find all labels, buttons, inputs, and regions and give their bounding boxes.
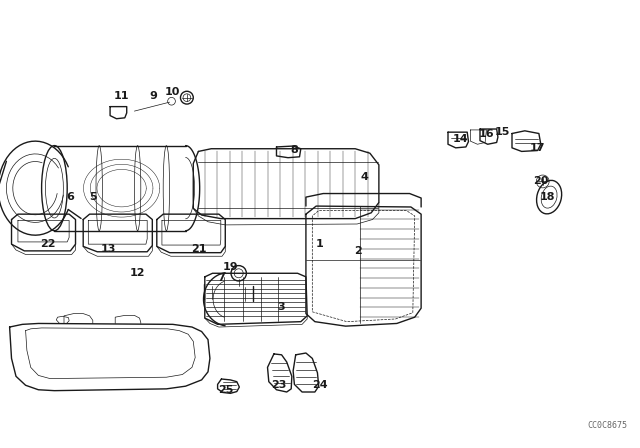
Text: 19: 19: [223, 262, 238, 271]
Text: 22: 22: [40, 239, 56, 249]
Text: 25: 25: [218, 385, 234, 395]
Text: 21: 21: [191, 244, 206, 254]
Text: 14: 14: [453, 134, 468, 144]
Text: 9: 9: [150, 91, 157, 101]
Text: 5: 5: [89, 192, 97, 202]
Text: CC0C8675: CC0C8675: [588, 421, 627, 430]
Text: 7: 7: [217, 273, 225, 283]
Text: 12: 12: [130, 268, 145, 278]
Text: 13: 13: [101, 244, 116, 254]
Text: 4: 4: [361, 172, 369, 182]
Text: 8: 8: [291, 145, 298, 155]
Text: 17: 17: [530, 143, 545, 153]
Text: 6: 6: [67, 192, 74, 202]
Text: 1: 1: [316, 239, 324, 249]
Text: 15: 15: [495, 127, 510, 137]
Text: 20: 20: [533, 177, 548, 186]
Text: 24: 24: [312, 380, 328, 390]
Text: 23: 23: [271, 380, 286, 390]
Text: 2: 2: [355, 246, 362, 256]
Text: 18: 18: [540, 192, 555, 202]
Text: 10: 10: [165, 87, 180, 97]
Text: 11: 11: [114, 91, 129, 101]
Text: 3: 3: [278, 302, 285, 312]
Text: 16: 16: [479, 129, 494, 139]
